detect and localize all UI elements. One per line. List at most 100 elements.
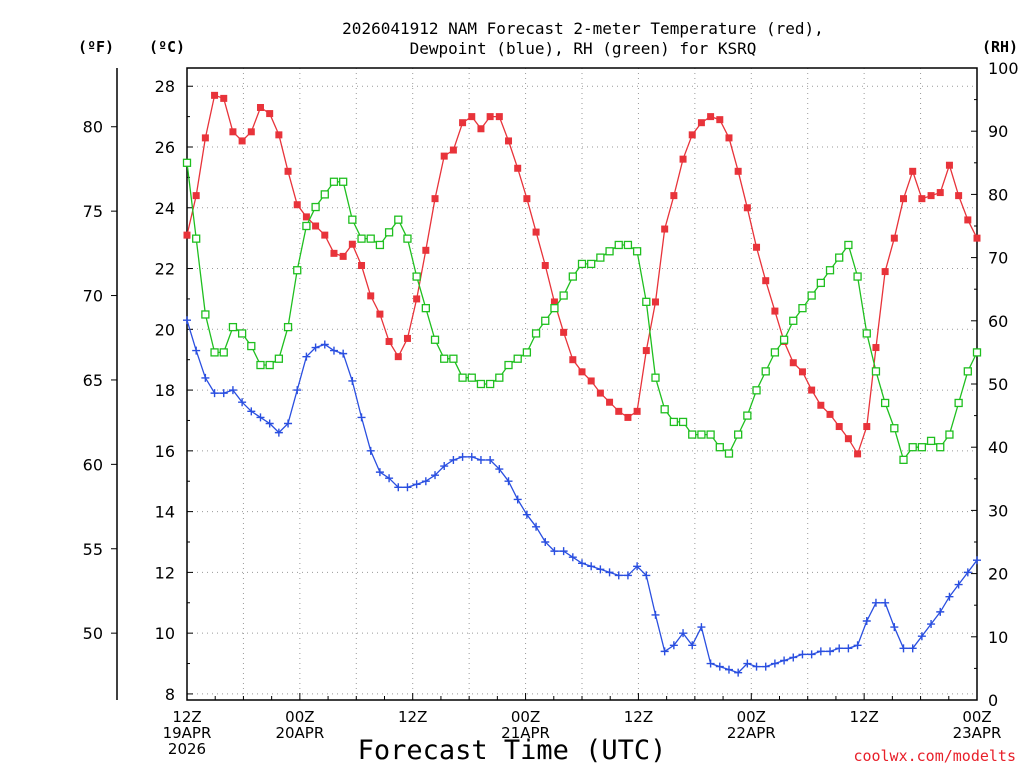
rh-point (660, 405, 669, 414)
rh-point (917, 443, 927, 452)
dewpoint-point (945, 592, 954, 601)
dewpoint-point (320, 340, 329, 349)
dewpoint-point (669, 641, 678, 650)
temperature-point (762, 277, 770, 285)
dewpoint-point (385, 474, 394, 483)
series-relative-humidity (182, 158, 982, 464)
temperature-point (817, 401, 825, 409)
rh-point (807, 291, 816, 300)
rh-point (339, 177, 348, 186)
temperature-point (440, 152, 448, 160)
rh-tick-label: 100 (988, 59, 1019, 78)
rh-point (283, 322, 293, 332)
temperature-point (900, 195, 908, 203)
dewpoint-point (826, 647, 835, 656)
rh-point (375, 240, 385, 250)
rh-point (972, 348, 982, 357)
dewpoint-point (715, 662, 724, 671)
rh-point (623, 240, 633, 250)
rh-point (642, 297, 651, 306)
temperature-point (229, 128, 237, 136)
data-series (182, 91, 982, 677)
celsius-tick-label: 14 (155, 503, 175, 522)
rh-point (513, 354, 522, 363)
temperature-point (606, 398, 614, 406)
dewpoint-point (458, 452, 467, 461)
rh-point (302, 221, 311, 231)
dewpoint-point (357, 413, 366, 422)
temperature-point (403, 334, 411, 342)
temperature-point (945, 161, 953, 169)
dewpoint-point (431, 471, 440, 480)
temperature-point (578, 368, 586, 376)
temperature-point (651, 298, 659, 306)
temperature-point (541, 262, 549, 269)
rh-tick-label: 90 (988, 122, 1008, 141)
temperature-point (569, 356, 577, 364)
dewpoint-point (936, 607, 945, 616)
temperature-point (376, 310, 384, 318)
rh-point (182, 158, 192, 167)
rh-tick-label: 10 (988, 628, 1008, 647)
rh-point (568, 272, 577, 281)
dewpoint-point (780, 656, 789, 665)
credit-link[interactable]: coolwx.com/modelts (853, 747, 1016, 765)
dewpoint-point (219, 389, 228, 398)
celsius-tick-label: 8 (165, 685, 175, 704)
temperature-point (826, 410, 834, 418)
temperature-point (284, 167, 292, 175)
temperature-point (624, 413, 632, 421)
rh-point (440, 354, 449, 363)
fahrenheit-tick-label: 65 (83, 371, 103, 390)
temperature-point (266, 110, 274, 118)
dewpoint-point (927, 620, 936, 629)
dewpoint-point (228, 386, 237, 395)
temperature-point (477, 125, 485, 133)
x-axis-title: Forecast Time (UTC) (358, 735, 667, 766)
rh-point (412, 272, 421, 281)
temperature-point (771, 307, 779, 315)
temperature-point (238, 137, 246, 145)
dewpoint-point (807, 650, 816, 659)
temperature-point (743, 204, 751, 212)
rh-point (265, 360, 274, 370)
rh-tick-label: 30 (988, 501, 1008, 520)
temperature-point (955, 192, 963, 200)
dewpoint-point (513, 495, 522, 504)
time-tick-label: 12Z (624, 708, 653, 726)
dewpoint-point (394, 483, 403, 492)
temperature-point (560, 328, 568, 336)
rh-point (577, 259, 587, 269)
dewpoint-point (412, 480, 421, 489)
dewpoint-point (541, 538, 550, 546)
celsius-tick-label: 12 (155, 563, 175, 582)
rh-point (614, 240, 623, 250)
rh-point (752, 386, 761, 395)
celsius-tick-label: 22 (155, 260, 175, 279)
rh-point (403, 234, 412, 243)
dewpoint-point (963, 568, 972, 577)
rh-point (485, 379, 495, 389)
chart-subtitle: Dewpoint (blue), RH (green) for KSRQ (410, 39, 757, 58)
rh-point (247, 341, 256, 351)
rh-point (963, 367, 972, 376)
dewpoint-point (495, 465, 504, 474)
temperature-point (716, 116, 724, 124)
temperature-point (550, 298, 558, 306)
dewpoint-point (752, 662, 761, 671)
temperature-point (844, 435, 852, 443)
celsius-tick-label: 20 (155, 320, 175, 339)
series-temperature (183, 91, 981, 458)
rh-point (669, 417, 679, 427)
time-tick-label: 00Z (511, 708, 540, 726)
axes: 8 10 12 14 16 18 20 22 24 26 28 50 55 60 65 70 75 80 0 10 20… (83, 59, 1019, 758)
rh-point (384, 228, 394, 237)
celsius-tick-label: 16 (155, 442, 175, 461)
rh-point (394, 215, 403, 224)
rh-point (421, 304, 430, 313)
dewpoint-point (908, 644, 917, 653)
dewpoint-point (642, 571, 651, 580)
temperature-point (302, 213, 310, 221)
temperature-point (872, 344, 880, 352)
